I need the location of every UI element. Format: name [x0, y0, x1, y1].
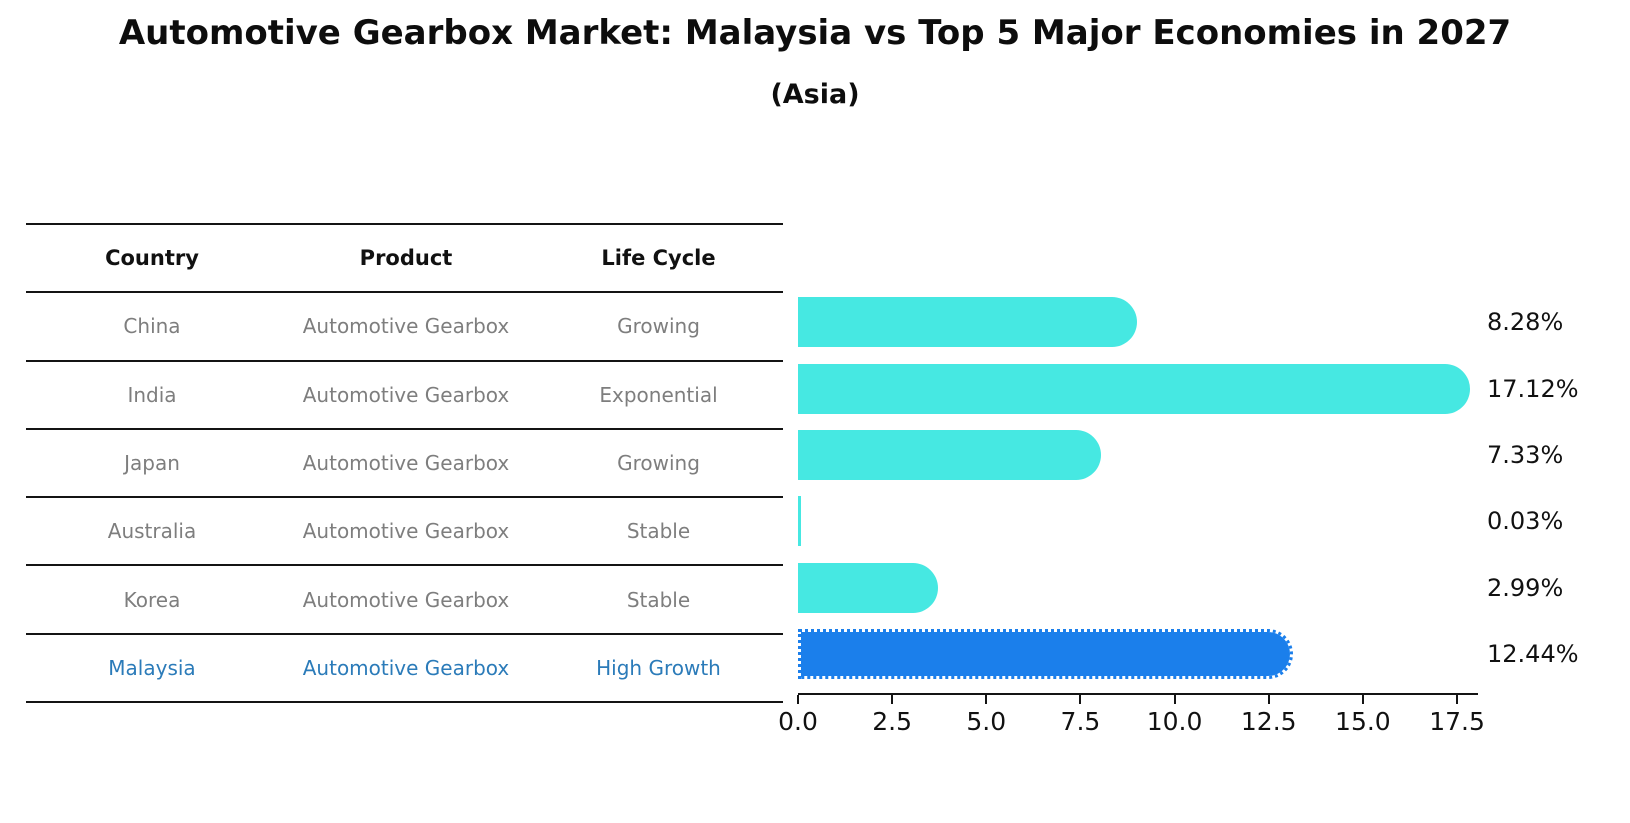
x-tick — [891, 695, 894, 704]
cell-country: India — [127, 382, 177, 407]
x-tick — [1361, 695, 1364, 704]
x-tick-label: 15.0 — [1335, 707, 1391, 736]
table-row: Malaysia Automotive Gearbox High Growth — [26, 632, 783, 704]
x-tick-label: 17.5 — [1429, 707, 1485, 736]
cell-product: Automotive Gearbox — [302, 382, 510, 407]
bar-value-label: 0.03% — [1487, 507, 1564, 536]
bar-row: 17.12% — [798, 356, 1630, 422]
bar-value-label: 2.99% — [1487, 573, 1564, 602]
cell-life-cycle: Growing — [617, 314, 700, 339]
bar-malaysia — [798, 628, 1294, 679]
x-tick — [1456, 695, 1459, 704]
table-row: Japan Automotive Gearbox Growing — [26, 427, 783, 496]
x-axis-line — [798, 693, 1478, 695]
cell-product: Automotive Gearbox — [302, 314, 510, 339]
x-tick — [1079, 695, 1082, 704]
x-tick-label: 0.0 — [778, 707, 818, 736]
x-tick-label: 2.5 — [872, 707, 913, 736]
table-header-row: Country Product Life Cycle — [26, 223, 783, 291]
column-header-life-cycle: Life Cycle — [601, 246, 716, 271]
cell-life-cycle: High Growth — [596, 655, 721, 680]
column-header-product: Product — [359, 246, 453, 271]
cell-product: Automotive Gearbox — [302, 587, 510, 612]
cell-country: Korea — [123, 587, 181, 612]
table-row: Australia Automotive Gearbox Stable — [26, 496, 783, 564]
bar-korea — [798, 562, 938, 613]
bar-row: 12.44% — [798, 621, 1630, 687]
table-row: China Automotive Gearbox Growing — [26, 291, 783, 359]
x-tick-label: 10.0 — [1146, 707, 1203, 736]
cell-product: Automotive Gearbox — [302, 519, 510, 544]
cell-country: China — [123, 314, 181, 339]
x-tick — [797, 695, 799, 704]
x-tick — [1267, 695, 1270, 704]
table-row: Korea Automotive Gearbox Stable — [26, 564, 783, 632]
cell-life-cycle: Stable — [626, 519, 691, 544]
bar-value-label: 17.12% — [1487, 374, 1579, 403]
x-tick-label: 12.5 — [1240, 707, 1297, 736]
bar-row: 8.28% — [798, 289, 1630, 355]
cell-life-cycle: Growing — [617, 451, 700, 476]
comparison-table: Country Product Life Cycle China Automoti… — [26, 223, 783, 704]
bar-australia — [798, 496, 801, 547]
bar-chart: 8.28% 17.12% 7.33% 0.03% 2.99% 12.44% — [798, 289, 1630, 687]
chart-title: Automotive Gearbox Market: Malaysia vs T… — [118, 13, 1512, 53]
cell-country: Malaysia — [108, 655, 196, 680]
bar-row: 2.99% — [798, 555, 1630, 621]
x-tick — [1173, 695, 1176, 704]
table-body: China Automotive Gearbox Growing India Autom… — [26, 291, 783, 704]
bar-china — [798, 297, 1137, 348]
cell-product: Automotive Gearbox — [302, 451, 510, 476]
chart-subtitle: (Asia) — [770, 79, 860, 110]
table-row: India Automotive Gearbox Exponential — [26, 359, 783, 428]
x-tick-label: 7.5 — [1060, 707, 1101, 736]
x-tick-label: 5.0 — [966, 707, 1007, 736]
bar-row: 7.33% — [798, 422, 1630, 488]
bar-row: 0.03% — [798, 488, 1630, 554]
cell-life-cycle: Stable — [626, 587, 691, 612]
bar-value-label: 7.33% — [1487, 441, 1564, 470]
bar-india — [798, 363, 1470, 414]
x-tick — [985, 695, 988, 704]
cell-life-cycle: Exponential — [599, 382, 718, 407]
column-header-country: Country — [105, 246, 199, 271]
bar-value-label: 8.28% — [1487, 308, 1564, 337]
bar-value-label: 12.44% — [1487, 640, 1579, 669]
bar-japan — [798, 429, 1102, 480]
cell-product: Automotive Gearbox — [302, 655, 510, 680]
cell-country: Japan — [124, 451, 180, 476]
cell-country: Australia — [107, 519, 197, 544]
bar-series: 8.28% 17.12% 7.33% 0.03% 2.99% 12.44% — [798, 289, 1630, 687]
